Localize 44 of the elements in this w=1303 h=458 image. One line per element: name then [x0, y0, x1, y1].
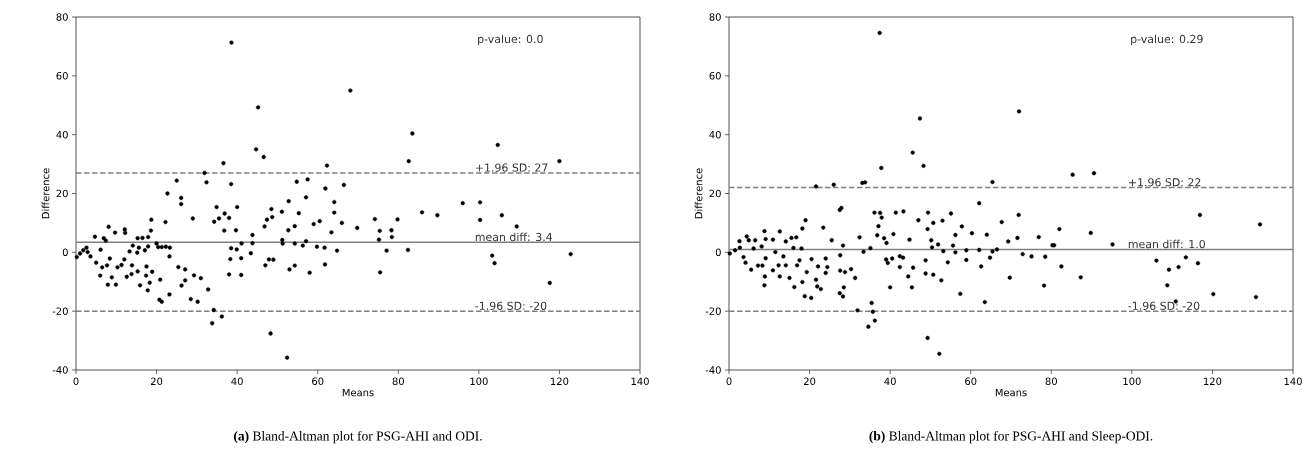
- ref-line-label: -1.96 SD: -20: [1128, 301, 1200, 310]
- ref-line-label: +1.96 SD: 22: [1128, 178, 1201, 187]
- text: (a) Bland-Altman plot for PSG-AHI and ODI.: [234, 430, 482, 444]
- x-axis-title: Means: [995, 388, 1027, 397]
- ref-line-label: -1.96 SD: -20: [475, 301, 547, 310]
- y-tick-label: 20: [709, 189, 721, 198]
- x-tick-label: 20: [803, 377, 816, 386]
- x-tick-label: 140: [631, 377, 649, 386]
- x-tick-label: 60: [965, 377, 977, 386]
- y-axis-title: Difference: [694, 168, 703, 219]
- y-axis-title: Difference: [41, 168, 50, 219]
- y-tick-label: 40: [709, 130, 721, 139]
- y-tick-label: -20: [52, 307, 68, 315]
- x-tick-label: 140: [1284, 377, 1302, 386]
- x-tick-label: 100: [470, 377, 488, 386]
- y-tick-label: 80: [56, 13, 68, 21]
- y-tick-label: 0: [715, 248, 721, 257]
- y-tick-label: -40: [705, 366, 721, 374]
- x-tick-label: 40: [231, 377, 243, 386]
- annotation: p-value: 0.0: [478, 34, 543, 46]
- y-tick-label: 20: [56, 189, 68, 198]
- ref-line-label: +1.96 SD: 27: [475, 163, 548, 172]
- x-tick-label: 100: [1123, 377, 1141, 386]
- x-tick-label: 20: [150, 377, 163, 386]
- x-tick-label: 120: [551, 377, 569, 386]
- ref-line-label: mean diff: 3.4: [475, 232, 553, 242]
- y-tick-label: 80: [709, 13, 721, 21]
- x-axis-title: Means: [342, 388, 374, 397]
- x-tick-label: 0: [73, 377, 79, 386]
- y-tick-label: -20: [705, 307, 721, 315]
- x-tick-label: 80: [1045, 377, 1057, 386]
- annotation: p-value: 0.29: [1131, 34, 1203, 46]
- x-tick-label: 120: [1204, 377, 1222, 386]
- y-tick-label: 60: [56, 72, 68, 80]
- text: (b) Bland-Altman plot for PSG-AHI and Sleep-ODI.: [869, 430, 1153, 444]
- ref-line-label: mean diff: 1.0: [1128, 239, 1205, 249]
- x-tick-label: 40: [884, 377, 896, 386]
- y-tick-label: 0: [62, 248, 68, 257]
- x-tick-label: 60: [312, 377, 324, 386]
- y-tick-label: -40: [52, 366, 68, 374]
- x-tick-label: 80: [392, 377, 404, 386]
- x-tick-label: 0: [726, 377, 732, 386]
- y-tick-label: 40: [56, 130, 68, 139]
- y-tick-label: 60: [709, 72, 721, 80]
